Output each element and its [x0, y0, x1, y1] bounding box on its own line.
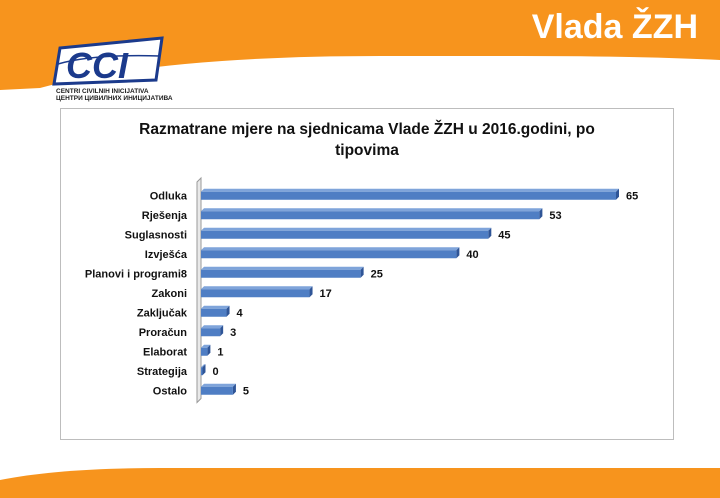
bar-rjesenja: [201, 211, 540, 220]
bar-side-suglasnosti: [488, 227, 492, 239]
value-label-suglasnosti: 45: [498, 229, 510, 241]
value-label-zakljucak: 4: [237, 307, 244, 319]
chart-title-line2: tipovima: [335, 142, 399, 159]
bar-planovi-i-programi8: [201, 269, 361, 278]
bar-top-proracun: [201, 325, 224, 329]
bar-zakljucak: [201, 308, 227, 317]
cci-logo: CCI: [52, 36, 164, 86]
bar-side-zakoni: [309, 286, 313, 298]
category-label-planovi-i-programi8: Planovi i programi8: [85, 268, 187, 280]
bar-elaborat: [201, 347, 208, 356]
chart-title-line1: Razmatrane mjere na sjednicama Vlade ŽZH…: [139, 121, 595, 138]
bar-suglasnosti: [201, 230, 489, 239]
bar-zakoni: [201, 289, 310, 298]
bar-odluka: [201, 191, 616, 200]
y-axis-wall: [196, 176, 202, 404]
bar-ostalo: [201, 386, 233, 395]
bar-izvjesca: [201, 250, 457, 259]
value-label-zakoni: 17: [320, 288, 332, 300]
bar-top-rjesenja: [201, 208, 543, 212]
bar-side-proracun: [220, 325, 224, 337]
bar-top-zakoni: [201, 286, 313, 290]
bar-side-strategija: [202, 364, 206, 376]
bar-top-strategija: [201, 364, 206, 368]
category-label-strategija: Strategija: [137, 366, 188, 378]
bar-side-planovi-i-programi8: [360, 266, 364, 278]
logo-subtitle-latin: CENTRI CIVILNIH INICIJATIVA: [56, 88, 149, 95]
category-label-izvjesca: Izvješća: [145, 249, 188, 261]
bar-top-suglasnosti: [201, 227, 492, 231]
value-label-odluka: 65: [626, 190, 638, 202]
bar-top-planovi-i-programi8: [201, 266, 364, 270]
category-label-rjesenja: Rješenja: [142, 210, 188, 222]
bar-top-ostalo: [201, 383, 236, 387]
logo-subtitle-cyrillic: ЦЕНТРИ ЦИВИЛНИХ ИНИЦИЈАТИВА: [56, 95, 173, 102]
bar-top-odluka: [201, 188, 619, 192]
category-label-suglasnosti: Suglasnosti: [125, 229, 187, 241]
logo-mark-text: CCI: [66, 45, 129, 86]
category-label-zakljucak: Zaključak: [137, 307, 188, 319]
top-orange-band: [0, 0, 720, 90]
category-label-ostalo: Ostalo: [153, 385, 188, 397]
category-label-zakoni: Zakoni: [152, 288, 187, 300]
bar-side-zakljucak: [226, 305, 230, 317]
bar-top-zakljucak: [201, 305, 230, 309]
bar-side-elaborat: [207, 344, 211, 356]
bar-side-ostalo: [232, 383, 236, 395]
value-label-planovi-i-programi8: 25: [371, 268, 383, 280]
bar-proracun: [201, 328, 221, 337]
bar-side-izvjesca: [456, 247, 460, 259]
category-label-proracun: Proračun: [139, 327, 188, 339]
category-label-odluka: Odluka: [150, 190, 188, 202]
category-label-elaborat: Elaborat: [143, 346, 187, 358]
bar-strategija: [201, 367, 203, 376]
chart-frame: Razmatrane mjere na sjednicama Vlade ŽZH…: [60, 108, 674, 440]
value-label-rjesenja: 53: [549, 210, 561, 222]
slide-title: Vlada ŽZH: [531, 8, 698, 46]
bar-top-izvjesca: [201, 247, 460, 251]
bottom-orange-band: [0, 468, 720, 498]
bar-side-rjesenja: [539, 208, 543, 220]
bar-top-elaborat: [201, 344, 211, 348]
value-label-proracun: 3: [230, 327, 236, 339]
value-label-ostalo: 5: [243, 385, 249, 397]
value-label-izvjesca: 40: [466, 249, 478, 261]
value-label-strategija: 0: [213, 366, 219, 378]
value-label-elaborat: 1: [217, 346, 223, 358]
bar-side-odluka: [616, 188, 619, 200]
